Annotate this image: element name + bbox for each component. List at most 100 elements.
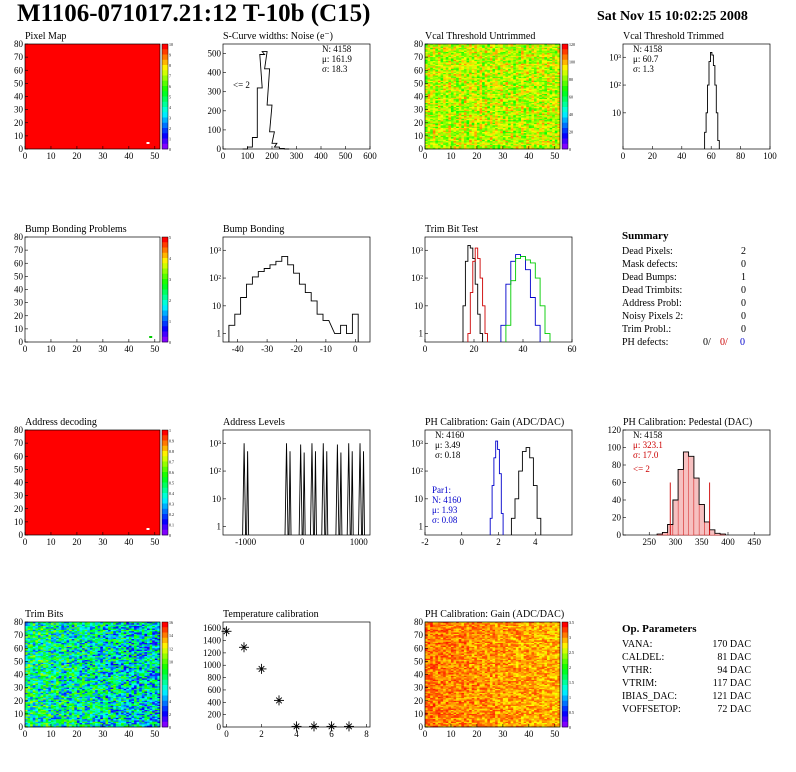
x-tick-label: 40 bbox=[124, 537, 134, 547]
y-tick-label: 20 bbox=[612, 513, 622, 523]
palette-label: 1.5 bbox=[569, 680, 574, 685]
x-tick-label: -10 bbox=[320, 344, 332, 354]
palette-label: 0.8 bbox=[169, 449, 174, 454]
y-tick-label: 40 bbox=[14, 285, 24, 295]
panel-title: Trim Bit Test bbox=[425, 224, 478, 235]
y-tick-label: 0 bbox=[19, 144, 24, 154]
palette-label: 120 bbox=[569, 42, 575, 47]
x-tick-label: -2 bbox=[421, 537, 429, 547]
y-tick-label: 50 bbox=[414, 656, 424, 666]
parameter-value: 170 DAC bbox=[712, 639, 751, 650]
y-tick-label: 50 bbox=[14, 464, 24, 474]
y-tick-label: 30 bbox=[14, 298, 24, 308]
palette-label: 4 bbox=[169, 256, 171, 261]
y-tick-label: 120 bbox=[608, 425, 622, 435]
y-tick-label: 600 bbox=[208, 685, 222, 695]
hist-bar bbox=[709, 529, 716, 536]
y-tick-label: 400 bbox=[208, 68, 222, 78]
stat-line: μ: 3.49 bbox=[435, 440, 461, 450]
y-tick-label: 30 bbox=[14, 683, 24, 693]
panel-address-decoding: Address decoding 0 0.1 0.2 0.3 0.4 0.5 0.6 0.7 0.… bbox=[14, 417, 174, 547]
summary-title: Summary bbox=[622, 230, 669, 242]
summary-label: PH defects: bbox=[622, 337, 668, 348]
x-tick-label: 250 bbox=[643, 537, 657, 547]
stat-line: μ: 323.1 bbox=[633, 440, 663, 450]
y-tick-label: 10² bbox=[609, 80, 621, 90]
map-cells bbox=[25, 622, 161, 728]
parameter-value: 81 DAC bbox=[717, 652, 751, 663]
y-tick-label: 10 bbox=[14, 709, 24, 719]
map-dead-pixel bbox=[146, 528, 150, 530]
x-tick-label: 6 bbox=[329, 729, 334, 739]
palette-label: 14 bbox=[169, 633, 173, 638]
x-tick-label: 4 bbox=[294, 729, 299, 739]
panel-address-levels: Address Levels -1000 0 1000 1 10 10² 10³ bbox=[209, 417, 371, 547]
palette-label: 3 bbox=[169, 277, 171, 282]
x-tick-label: 8 bbox=[364, 729, 369, 739]
scatter-point bbox=[274, 695, 284, 706]
summary-label: Noisy Pixels 2: bbox=[622, 311, 683, 322]
parameter-label: VTHR: bbox=[622, 665, 652, 676]
x-tick-label: 200 bbox=[265, 151, 279, 161]
x-tick-label: 30 bbox=[498, 729, 508, 739]
palette-bar bbox=[161, 621, 169, 728]
palette-label: 9 bbox=[169, 53, 171, 58]
parameter-label: IBIAS_DAC: bbox=[622, 691, 677, 702]
map-bump-defect bbox=[149, 336, 153, 338]
x-tick-label: 0 bbox=[423, 344, 428, 354]
level-peak bbox=[284, 443, 292, 536]
x-tick-label: -20 bbox=[291, 344, 303, 354]
summary-ph-value: 0 bbox=[740, 337, 745, 348]
scatter-point bbox=[309, 721, 319, 732]
palette-label: 1 bbox=[169, 137, 171, 142]
level-peak bbox=[310, 443, 317, 536]
panel-vcal-untrimmed: Vcal Threshold Untrimmed0204060801001200… bbox=[414, 31, 575, 161]
y-tick-label: 1400 bbox=[203, 636, 222, 646]
x-tick-label: 0 bbox=[23, 344, 28, 354]
x-tick-label: 50 bbox=[150, 344, 160, 354]
stat-line: N: 4160 bbox=[435, 430, 465, 440]
palette-label: 6 bbox=[169, 686, 171, 691]
panel-ph-gain: PH Calibration: Gain (ADC/DAC) -2 0 2 4 1 10 10… bbox=[411, 417, 573, 547]
summary-label: Dead Bumps: bbox=[622, 272, 677, 283]
parameter-value: 72 DAC bbox=[717, 704, 751, 715]
y-tick-label: 10 bbox=[414, 301, 424, 311]
x-tick-label: 0 bbox=[460, 537, 465, 547]
stat-line: σ: 18.3 bbox=[322, 64, 348, 74]
y-tick-label: 10³ bbox=[609, 52, 621, 62]
x-tick-label: 400 bbox=[721, 537, 735, 547]
palette-label: 8 bbox=[169, 63, 171, 68]
y-tick-label: 40 bbox=[14, 478, 24, 488]
x-tick-label: 100 bbox=[241, 151, 255, 161]
y-tick-label: 10 bbox=[414, 709, 424, 719]
level-peak bbox=[321, 443, 329, 536]
x-tick-label: 30 bbox=[98, 537, 108, 547]
x-tick-label: 20 bbox=[472, 729, 482, 739]
y-tick-label: 30 bbox=[414, 105, 424, 115]
x-tick-label: 60 bbox=[568, 344, 578, 354]
scatter-point bbox=[291, 721, 302, 732]
hist-bar bbox=[672, 499, 679, 536]
stat-line: N: 4158 bbox=[633, 430, 663, 440]
x-tick-label: 2 bbox=[259, 729, 264, 739]
par1-line: σ: 0.08 bbox=[432, 515, 458, 525]
y-tick-label: 10² bbox=[209, 273, 221, 283]
y-tick-label: 10 bbox=[414, 494, 424, 504]
palette-label: 3 bbox=[569, 635, 571, 640]
x-tick-label: 10 bbox=[446, 729, 456, 739]
y-tick-label: 100 bbox=[208, 125, 222, 135]
summary-value: 0 bbox=[741, 298, 746, 309]
summary-value: 0 bbox=[741, 285, 746, 296]
page-date: Sat Nov 15 10:02:25 2008 bbox=[597, 9, 748, 24]
x-tick-label: 20 bbox=[470, 344, 480, 354]
x-tick-label: 60 bbox=[707, 151, 717, 161]
palette-label: 8 bbox=[169, 673, 171, 678]
palette-label: 60 bbox=[569, 95, 573, 100]
y-tick-label: 1 bbox=[419, 522, 424, 532]
x-tick-label: 100 bbox=[763, 151, 777, 161]
palette-label: 3.5 bbox=[569, 620, 574, 625]
y-tick-label: 0 bbox=[19, 722, 24, 732]
palette-bar bbox=[161, 43, 169, 150]
y-tick-label: 0 bbox=[19, 337, 24, 347]
y-tick-label: 100 bbox=[608, 443, 622, 453]
